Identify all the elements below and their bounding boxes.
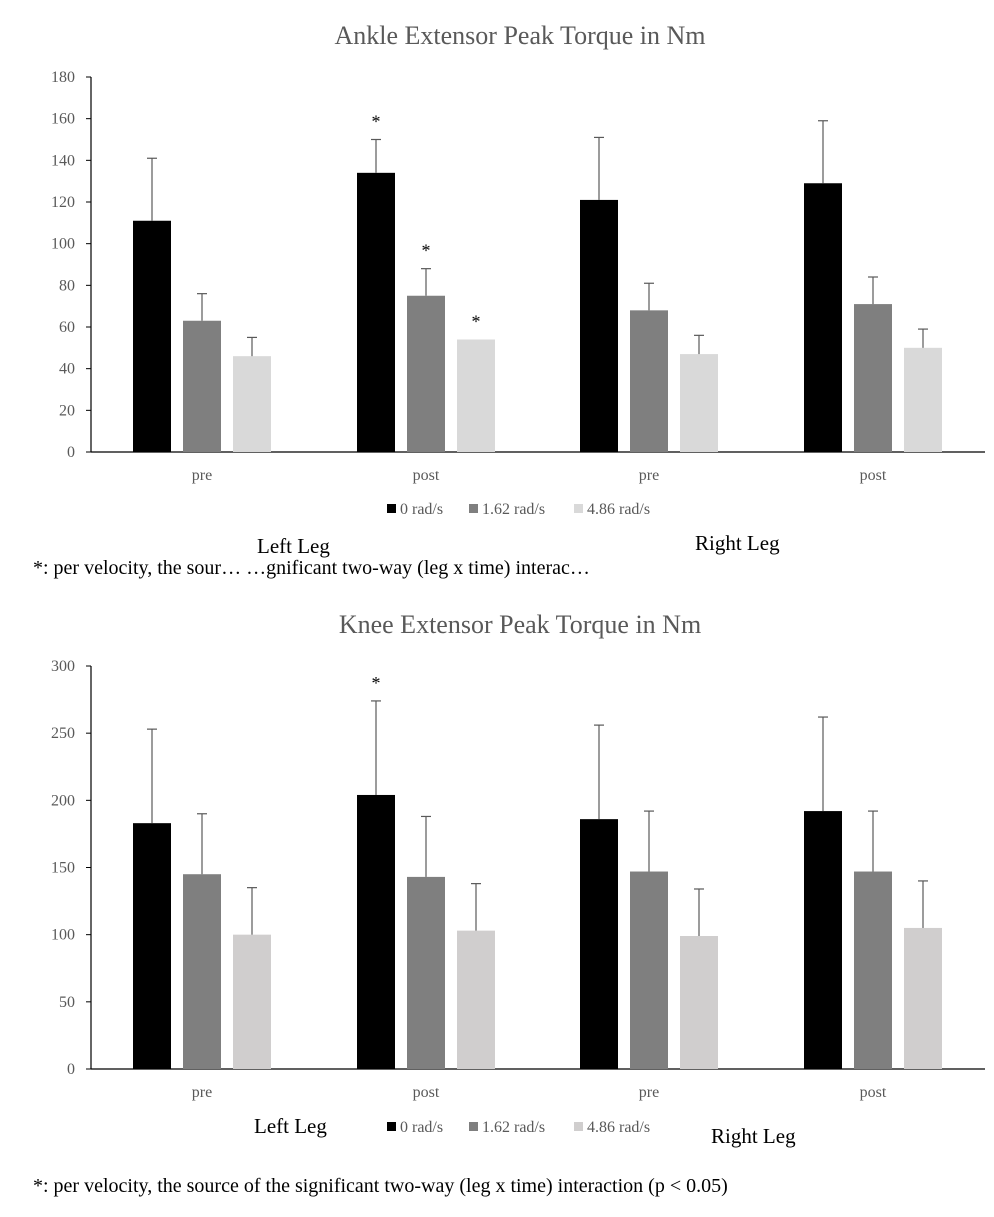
ankle-y-tick-label: 120	[51, 194, 75, 211]
knee-left-leg-label: Left Leg	[254, 1114, 327, 1138]
ankle-y-tick-label: 20	[59, 402, 75, 419]
knee-bar	[457, 930, 495, 1069]
ankle-bar	[580, 199, 618, 452]
ankle-category-label: post	[413, 467, 440, 484]
ankle-bar	[133, 220, 171, 452]
knee-bar	[854, 871, 892, 1069]
knee-bar	[357, 794, 395, 1069]
knee-bar	[580, 819, 618, 1069]
ankle-category-label: post	[860, 467, 887, 484]
ankle-bar	[457, 339, 495, 452]
knee-right-leg-label: Right Leg	[711, 1124, 796, 1148]
knee-bar	[904, 927, 942, 1069]
ankle-legend-label: 0 rad/s	[400, 501, 443, 518]
knee-y-tick-label: 0	[67, 1061, 75, 1078]
knee-bar	[680, 936, 718, 1069]
ankle-bar	[357, 172, 395, 453]
ankle-bar	[904, 347, 942, 452]
ankle-category-label: pre	[639, 467, 659, 484]
ankle-y-tick-label: 160	[51, 111, 75, 128]
knee-y-tick-label: 300	[51, 658, 75, 675]
knee-chart-title: Knee Extensor Peak Torque in Nm	[339, 610, 701, 639]
ankle-y-tick-label: 40	[59, 361, 75, 378]
ankle-bar	[183, 320, 221, 452]
ankle-left-leg-label: Left Leg	[257, 534, 330, 558]
ankle-legend-swatch	[387, 504, 396, 513]
ankle-significance-star: *	[372, 112, 381, 132]
knee-y-tick-label: 200	[51, 792, 75, 809]
ankle-footnote: *: per velocity, the sour… …gnificant tw…	[33, 557, 590, 579]
ankle-y-tick-label: 140	[51, 152, 75, 169]
ankle-y-tick-label: 80	[59, 277, 75, 294]
ankle-legend-swatch	[469, 504, 478, 513]
knee-y-tick-label: 150	[51, 860, 75, 877]
knee-legend-swatch	[469, 1122, 478, 1131]
ankle-bar	[630, 310, 668, 452]
ankle-bar	[804, 183, 842, 452]
knee-significance-star: *	[372, 673, 381, 693]
knee-legend-label: 4.86 rad/s	[587, 1119, 650, 1136]
ankle-y-tick-label: 0	[67, 444, 75, 461]
knee-category-label: post	[413, 1084, 440, 1101]
knee-legend-swatch	[387, 1122, 396, 1131]
ankle-legend-label: 4.86 rad/s	[587, 501, 650, 518]
knee-y-tick-label: 250	[51, 725, 75, 742]
knee-y-tick-label: 100	[51, 927, 75, 944]
knee-bar	[233, 934, 271, 1069]
ankle-significance-star: *	[422, 241, 431, 261]
ankle-bar	[233, 356, 271, 452]
ankle-chart: 0 20 40 60 80 100 120 140 160 180 pre post pre post * 0…	[51, 69, 985, 518]
knee-legend-label: 1.62 rad/s	[482, 1119, 545, 1136]
knee-y-tick-label: 50	[59, 994, 75, 1011]
knee-bar	[407, 876, 445, 1069]
ankle-bar	[680, 354, 718, 452]
ankle-right-leg-label: Right Leg	[695, 531, 780, 555]
ankle-y-tick-label: 60	[59, 319, 75, 336]
knee-category-label: pre	[192, 1084, 212, 1101]
knee-chart: 0 50 100 150 200 250 300 pre post pre post * 0 rad/s…	[51, 658, 985, 1136]
ankle-bar	[407, 295, 445, 452]
knee-bar	[630, 871, 668, 1069]
ankle-chart-title: Ankle Extensor Peak Torque in Nm	[334, 21, 705, 50]
knee-category-label: pre	[639, 1084, 659, 1101]
ankle-bar	[854, 304, 892, 452]
ankle-category-label: pre	[192, 467, 212, 484]
ankle-legend-label: 1.62 rad/s	[482, 501, 545, 518]
ankle-legend-swatch	[574, 504, 583, 513]
ankle-significance-star: *	[472, 312, 481, 332]
knee-bar	[133, 823, 171, 1069]
ankle-y-tick-label: 100	[51, 236, 75, 253]
knee-legend-label: 0 rad/s	[400, 1119, 443, 1136]
knee-bar	[183, 874, 221, 1069]
knee-legend-swatch	[574, 1122, 583, 1131]
knee-category-label: post	[860, 1084, 887, 1101]
ankle-y-tick-label: 180	[51, 69, 75, 86]
knee-footnote: *: per velocity, the source of the signi…	[33, 1175, 728, 1197]
knee-bar	[804, 811, 842, 1069]
